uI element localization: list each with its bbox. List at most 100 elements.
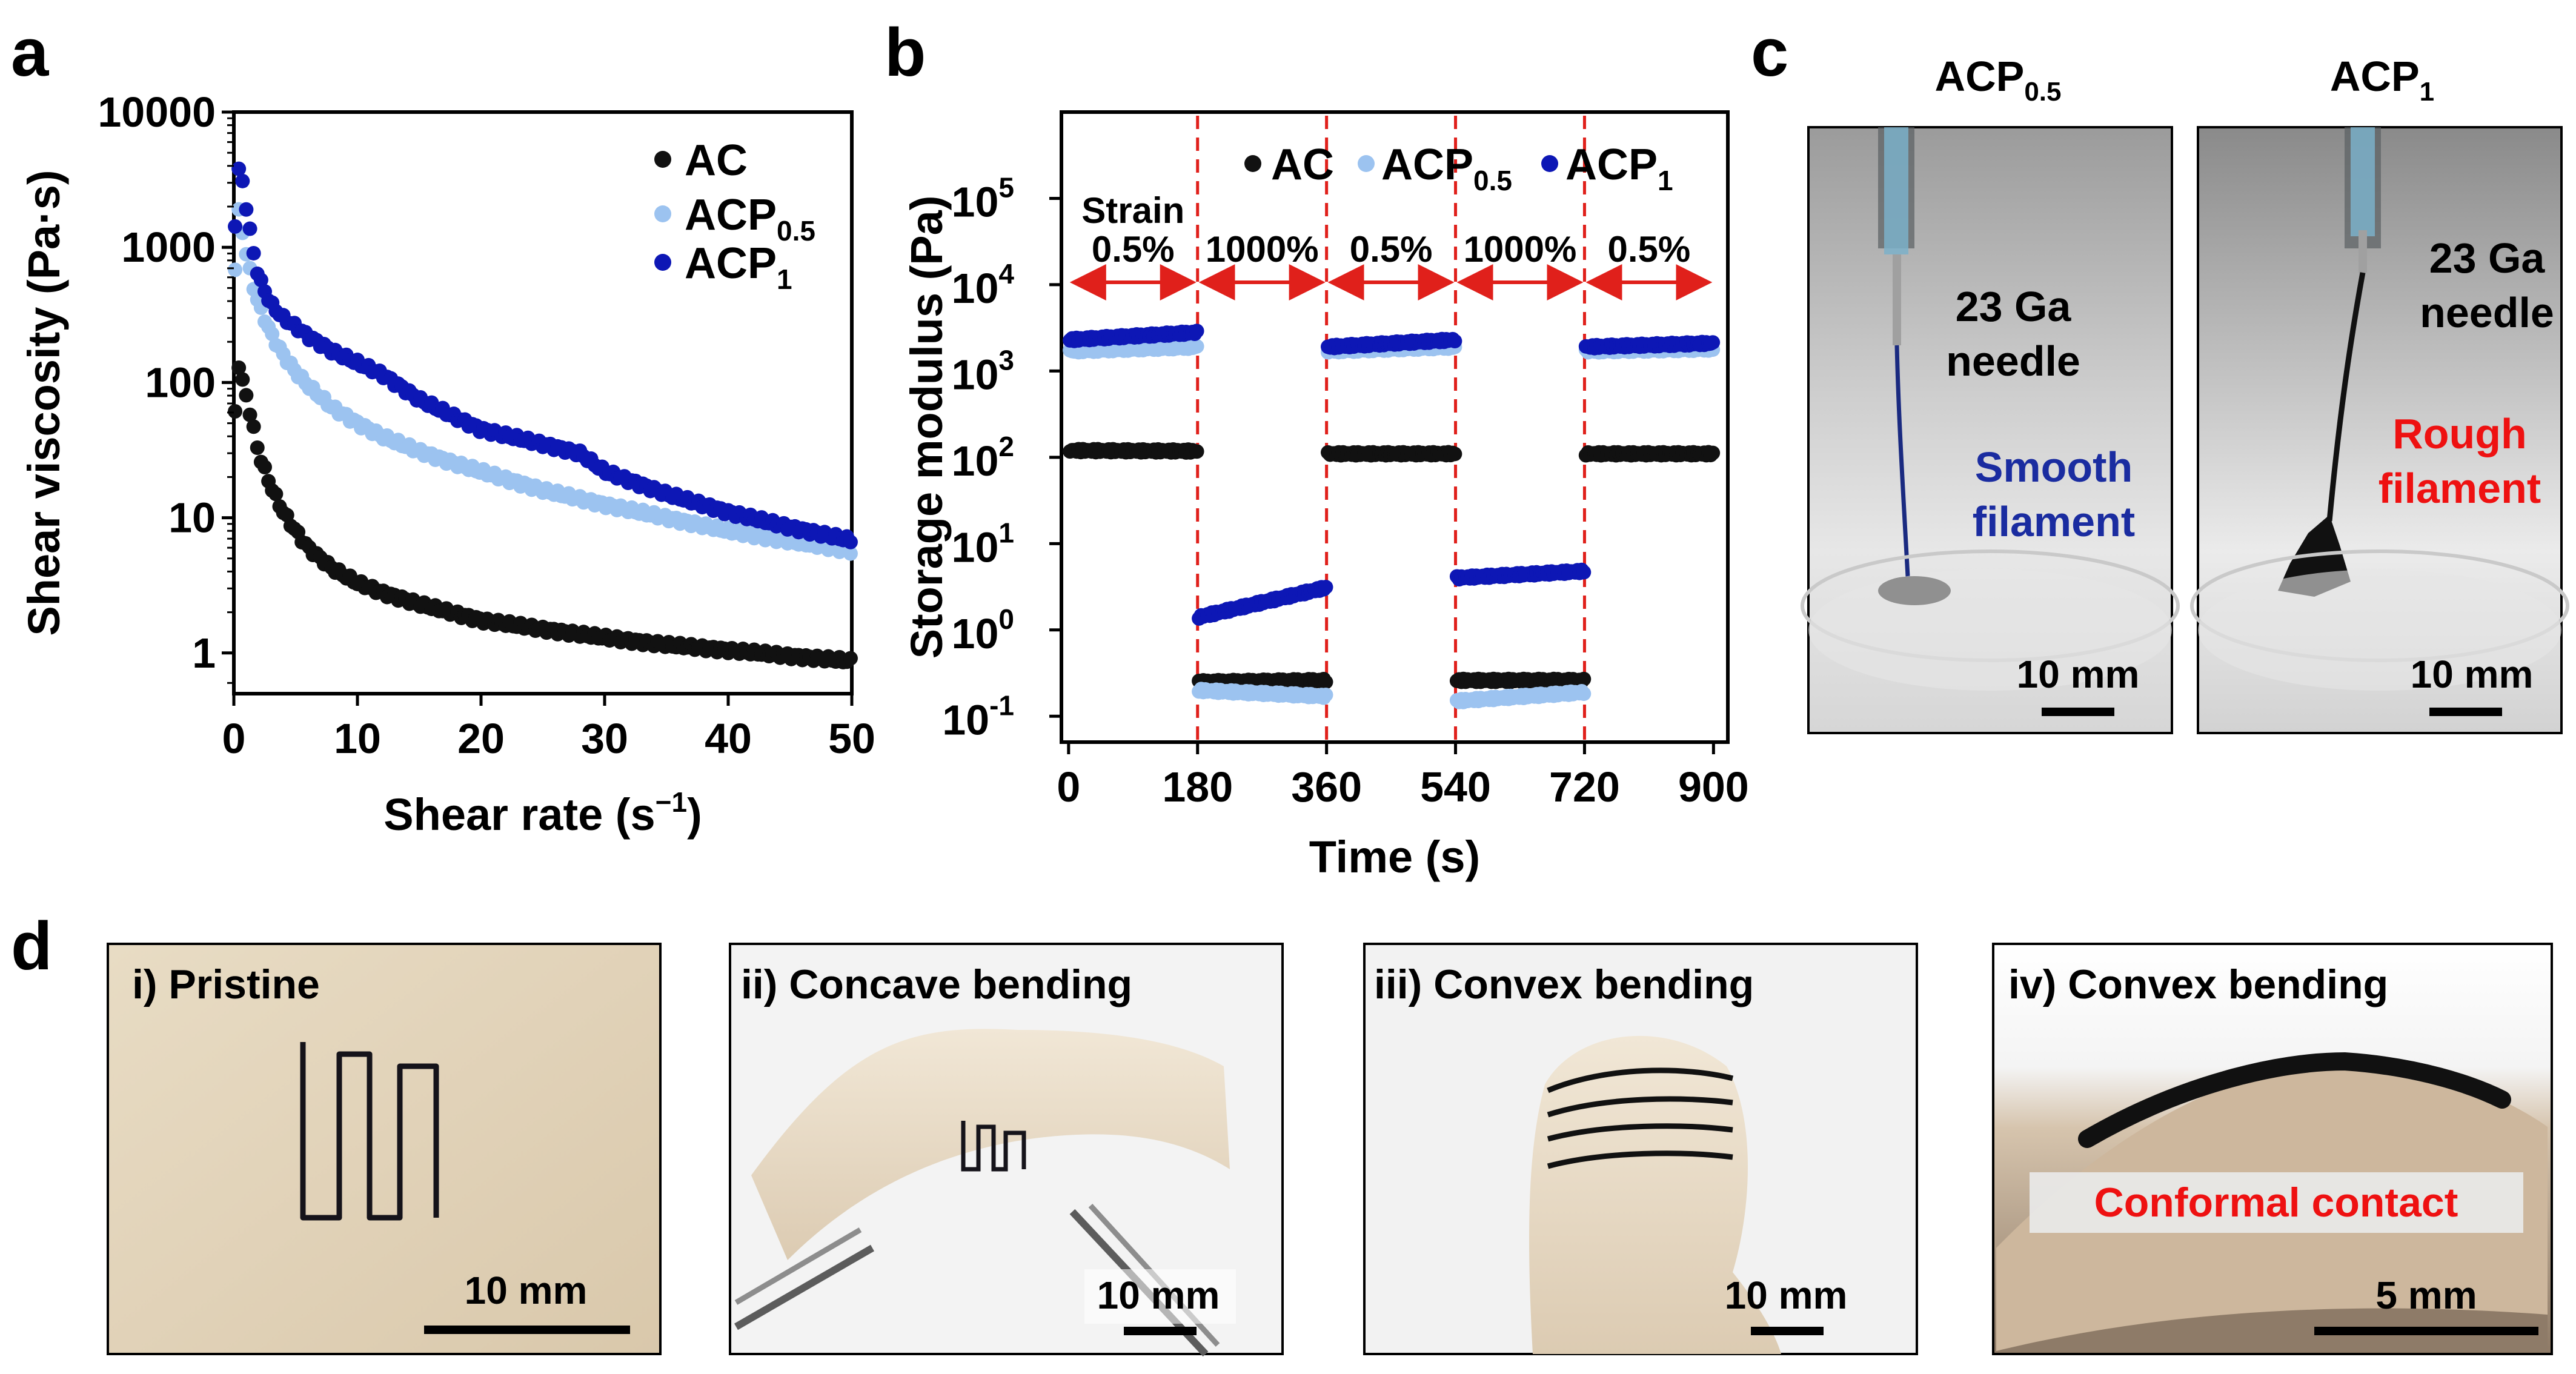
strain-label: 1000% — [1464, 229, 1577, 270]
y-axis-label: Storage modulus (Pa) — [901, 196, 952, 659]
photo-concave-bending: ii) Concave bending 10 mm — [729, 943, 1284, 1357]
x-tick-label: 10 — [334, 715, 381, 762]
chart-b-axes: 0 180 360 540 720 900 10-1 100 101 102 103 104 105 — [942, 171, 1749, 811]
data-point — [239, 388, 254, 403]
data-point — [235, 372, 250, 387]
data-point — [231, 360, 247, 375]
data-point — [228, 404, 243, 419]
scale-bar-concave — [1124, 1327, 1197, 1335]
legend-label-acp05: ACP0.5 — [1381, 141, 1512, 196]
legend-marker-acp05 — [654, 205, 671, 222]
data-point — [1189, 444, 1204, 459]
photo-title-acp1: ACP1 — [2330, 53, 2434, 107]
strain-label: 0.5% — [1092, 229, 1175, 270]
scale-bar-pristine — [424, 1326, 630, 1334]
data-point — [228, 262, 243, 277]
legend-label-ac: AC — [685, 136, 748, 185]
y-tick-label: 10-1 — [942, 689, 1014, 743]
data-point — [1189, 339, 1204, 354]
data-point — [1189, 324, 1204, 339]
chart-b-marks — [1063, 324, 1721, 709]
scale-label-pristine: 10 mm — [465, 1269, 588, 1312]
strain-label: 1000% — [1206, 229, 1319, 270]
legend-marker-ac — [1244, 155, 1261, 172]
data-point — [1576, 565, 1592, 580]
legend-marker-acp1 — [1541, 155, 1558, 172]
scale-bar-right — [2429, 708, 2502, 716]
data-point — [231, 161, 247, 176]
plot-frame — [1060, 110, 1730, 744]
y-tick-label: 10 — [168, 494, 216, 542]
data-point — [843, 534, 858, 549]
legend-marker-acp1 — [654, 254, 671, 271]
x-tick-label: 40 — [705, 715, 752, 762]
needle-label-left: 23 Ga — [1956, 283, 2072, 330]
x-tick-label: 0 — [222, 715, 246, 762]
data-point — [239, 202, 254, 217]
panel-label-b: b — [885, 15, 926, 90]
x-tick-label: 20 — [457, 715, 505, 762]
needle-label-left-2: needle — [1946, 337, 2080, 385]
photo-title-acp05: ACP0.5 — [1935, 53, 2062, 107]
data-point — [1576, 671, 1592, 686]
y-tick-label: 100 — [145, 359, 216, 406]
y-tick-label: 103 — [952, 344, 1014, 398]
panel-label-d: d — [11, 908, 52, 984]
strain-label: 0.5% — [1608, 229, 1691, 270]
panel-c-photos: ACP0.5 ACP1 23 Ga needle Smooth filament… — [1801, 53, 2569, 734]
y-tick-label: 100 — [952, 603, 1014, 657]
series-acp05 — [228, 202, 858, 561]
data-point — [250, 440, 265, 455]
y-tick-label: 10000 — [98, 88, 216, 136]
photo-convex-bending-1: iii) Convex bending 10 mm — [1363, 943, 1918, 1355]
data-point — [246, 419, 261, 434]
series-acp05 — [1063, 338, 1721, 709]
photo-pristine: i) Pristine 10 mm — [107, 943, 662, 1355]
strain-title: Strain — [1081, 190, 1184, 231]
data-point — [235, 173, 250, 188]
x-tick-label: 0 — [1057, 763, 1080, 811]
panel-d-photos: i) Pristine 10 mm ii) Concave bending 10… — [107, 943, 2553, 1357]
filament-note-left-2: filament — [1973, 498, 2135, 545]
y-axis-label: Shear viscosity (Pa·s) — [19, 170, 69, 636]
y-tick-label: 105 — [952, 171, 1014, 225]
photo-acp1: 23 Ga needle Rough filament 10 mm — [2190, 126, 2569, 734]
x-tick-label: 540 — [1420, 763, 1491, 811]
x-tick-label: 50 — [828, 715, 875, 762]
data-point — [1576, 686, 1592, 702]
scale-bar-convex-2 — [2314, 1327, 2538, 1335]
photo-convex-bending-2: iv) Convex bending Conformal contact 5 m… — [1992, 943, 2553, 1355]
filament-note-left: Smooth — [1975, 443, 2133, 491]
y-tick-label: 104 — [952, 258, 1015, 312]
scale-bar-left — [2042, 708, 2114, 716]
data-point — [1705, 445, 1721, 460]
data-point — [253, 273, 268, 288]
series-ac — [1063, 442, 1721, 691]
panel-label-c: c — [1751, 15, 1788, 90]
legend-label-acp05: ACP0.5 — [685, 191, 815, 247]
x-axis-label: Shear rate (s−1) — [383, 786, 702, 840]
scale-label-left: 10 mm — [2017, 652, 2140, 696]
scale-bar-convex-1 — [1751, 1327, 1824, 1335]
conformal-banner — [2030, 1172, 2523, 1233]
legend: AC ACP0.5 ACP1 — [654, 136, 815, 295]
series-acp1 — [228, 161, 858, 549]
strain-dividers — [1196, 116, 1586, 742]
data-point — [1318, 580, 1333, 595]
scale-label-convex-2: 5 mm — [2375, 1273, 2477, 1317]
photo-label-convex-1: iii) Convex bending — [1374, 961, 1754, 1007]
scale-label-right: 10 mm — [2411, 652, 2534, 696]
filament-note-right: Rough — [2392, 410, 2527, 457]
x-tick-label: 360 — [1291, 763, 1362, 811]
scale-label-convex-1: 10 mm — [1725, 1273, 1848, 1317]
y-tick-label: 101 — [952, 517, 1014, 571]
conformal-banner-text: Conformal contact — [2094, 1180, 2458, 1226]
data-point — [1318, 674, 1333, 689]
data-point — [1447, 334, 1462, 349]
data-point — [228, 219, 243, 234]
legend-label-acp1: ACP1 — [685, 239, 792, 295]
legend-label-ac: AC — [1271, 141, 1334, 189]
y-tick-label: 1 — [192, 629, 216, 677]
filament-note-right-2: filament — [2378, 465, 2541, 512]
